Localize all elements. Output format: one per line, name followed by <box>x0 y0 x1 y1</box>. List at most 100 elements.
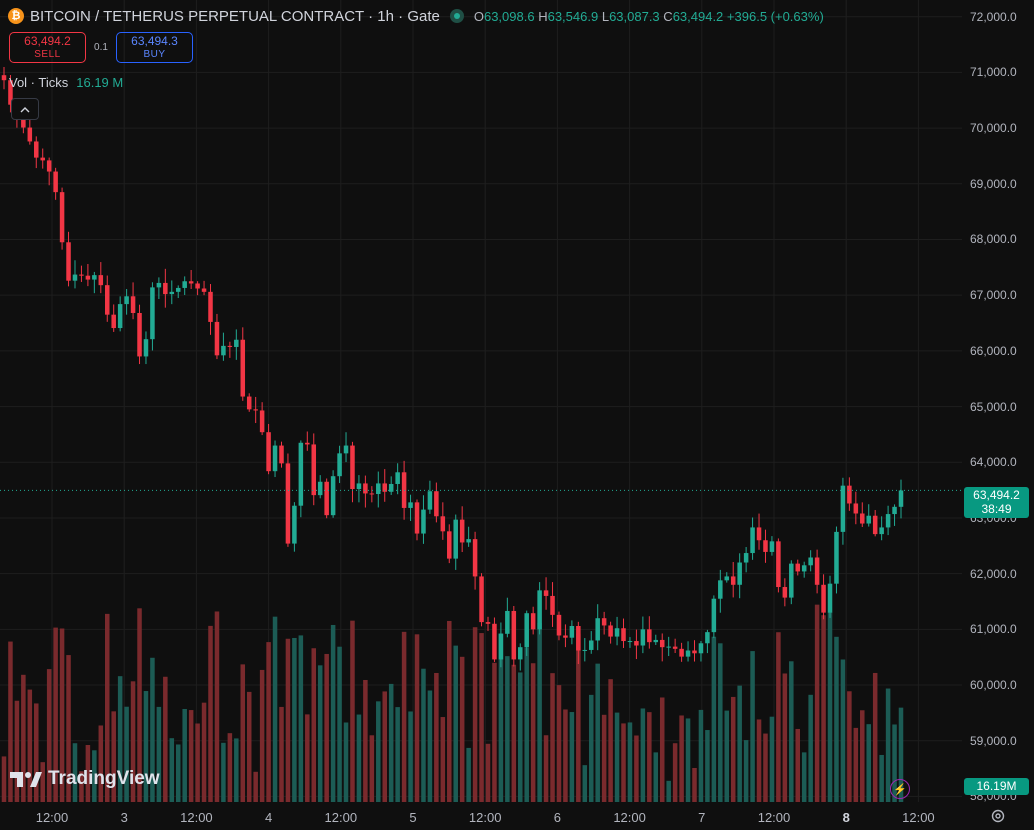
volume-bar <box>666 780 671 802</box>
close-value: 63,494.2 <box>672 8 724 24</box>
chart-area[interactable] <box>0 0 962 802</box>
candle-body <box>498 633 504 660</box>
volume-bar <box>627 722 633 802</box>
volume-bar <box>711 636 717 802</box>
candle-body <box>543 590 549 596</box>
volume-bar <box>860 710 865 802</box>
candle-body <box>769 541 775 552</box>
volume-bar <box>92 750 97 802</box>
candle-body <box>53 171 58 193</box>
candle-body <box>324 481 329 516</box>
candle-body <box>369 493 375 495</box>
volume-bar <box>143 691 149 802</box>
volume-bar <box>363 679 368 802</box>
candle-body <box>505 610 510 634</box>
settings-icon[interactable] <box>988 806 1008 826</box>
candle-body <box>79 274 84 276</box>
symbol-legend: ₿ BITCOIN / TETHERUS PERPETUAL CONTRACT … <box>8 6 824 26</box>
volume-bar <box>763 733 768 802</box>
collapse-legend-button[interactable] <box>11 98 39 120</box>
candlestick-chart[interactable] <box>0 0 962 802</box>
volume-price-label: 16.19M <box>964 778 1029 795</box>
volume-bar <box>730 696 736 802</box>
candle-body <box>459 519 465 543</box>
volume-bar <box>498 633 504 802</box>
volume-bar <box>698 709 704 802</box>
volume-bar <box>827 612 833 802</box>
volume-bar <box>621 723 626 802</box>
volume-bar <box>150 657 155 802</box>
candle-body <box>1 75 7 81</box>
lightning-icon[interactable]: ⚡ <box>890 779 910 799</box>
candle-body <box>66 242 71 281</box>
volume-bar <box>647 712 652 802</box>
sell-button[interactable]: 63,494.2 SELL <box>9 32 86 63</box>
volume-bar <box>240 664 246 802</box>
market-status-icon[interactable] <box>449 9 464 23</box>
volume-bar <box>563 709 568 802</box>
candle-body <box>259 410 265 433</box>
volume-bar <box>317 665 323 802</box>
candle-body <box>72 274 78 281</box>
buy-label: BUY <box>143 48 166 60</box>
price-tick-label: 68,000.0 <box>970 232 1017 247</box>
volume-bar <box>879 754 884 802</box>
candle-body <box>124 296 129 305</box>
candle-body <box>827 583 833 613</box>
candle-body <box>672 646 678 649</box>
candle-body <box>614 628 620 637</box>
candle-body <box>472 539 478 577</box>
volume-bar <box>595 663 600 802</box>
volume-bar <box>472 627 478 802</box>
tradingview-logo-text: TradingView <box>48 768 160 789</box>
candle-body <box>776 541 781 588</box>
time-tick-label: 5 <box>409 810 417 825</box>
sell-label: SELL <box>34 48 61 60</box>
volume-bar <box>350 620 355 802</box>
volume-bar <box>814 604 820 802</box>
volume-bar <box>369 735 375 802</box>
volume-bar <box>137 608 142 802</box>
volume-bar <box>214 611 220 802</box>
time-axis[interactable]: 12:00 3 12:00 4 12:00 5 12:00 6 12:00 7 12:00 8 12:0… <box>0 802 962 830</box>
candle-body <box>737 562 742 585</box>
volume-bar <box>21 674 26 802</box>
tradingview-logo-icon <box>10 772 42 787</box>
volume-bar <box>524 647 529 802</box>
volume-bar <box>175 744 181 802</box>
volume-bar <box>382 691 387 802</box>
candle-body <box>130 296 136 314</box>
volume-bar <box>46 669 52 802</box>
candle-body <box>382 483 387 492</box>
volume-bar <box>569 712 575 802</box>
volume-bar <box>66 655 71 802</box>
candle-body <box>8 80 13 105</box>
last-price-label: 63,494.2 38:49 <box>964 487 1029 518</box>
price-axis[interactable]: 72,000.0 71,000.0 70,000.0 69,000.0 68,000.0… <box>962 0 1034 803</box>
candle-body <box>143 339 149 357</box>
candle-body <box>582 649 588 651</box>
candle-body <box>350 445 355 489</box>
tradingview-logo[interactable]: TradingView <box>10 768 160 790</box>
candle-body <box>608 625 613 637</box>
volume-legend[interactable]: Vol · Ticks 16.19 M <box>9 75 123 90</box>
candle-body <box>234 339 239 347</box>
volume-bar <box>866 724 871 802</box>
bitcoin-icon: ₿ <box>8 8 24 24</box>
candle-body <box>659 639 665 648</box>
candle-body <box>21 114 26 128</box>
time-tick-label: 12:00 <box>35 810 69 825</box>
volume-bar <box>195 723 200 802</box>
buy-button[interactable]: 63,494.3 BUY <box>116 32 193 63</box>
candle-body <box>92 275 97 280</box>
volume-bar <box>285 638 291 802</box>
volume-bar <box>718 643 723 802</box>
symbol-title[interactable]: BITCOIN / TETHERUS PERPETUAL CONTRACT · … <box>30 7 440 25</box>
candle-body <box>188 281 194 284</box>
price-tick-label: 65,000.0 <box>970 399 1017 414</box>
volume-bar <box>543 735 549 802</box>
volume-bar <box>388 683 394 802</box>
candle-body <box>872 515 878 535</box>
volume-bar <box>395 707 400 802</box>
candle-body <box>285 463 291 544</box>
